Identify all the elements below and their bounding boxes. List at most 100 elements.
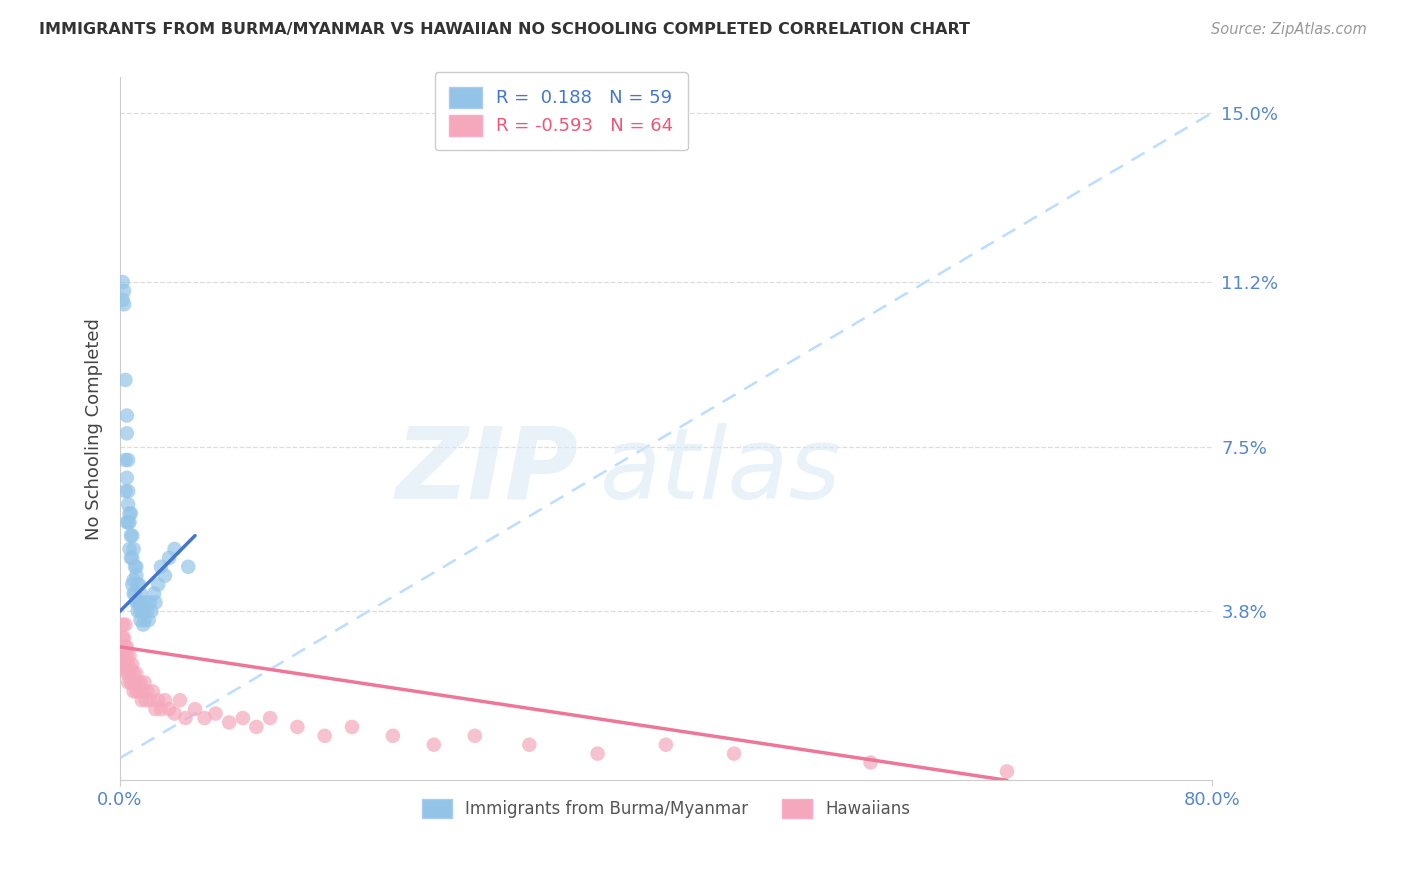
Point: [141, 604, 163, 618]
Point: [132, 617, 155, 632]
Point: [136, 684, 159, 698]
Point: [122, 541, 145, 556]
Point: [128, 595, 150, 609]
Text: Source: ZipAtlas.com: Source: ZipAtlas.com: [1211, 22, 1367, 37]
Point: [135, 693, 157, 707]
Point: [177, 559, 200, 574]
Point: [340, 720, 363, 734]
Point: [127, 604, 149, 618]
Point: [129, 586, 152, 600]
Y-axis label: No Schooling Completed: No Schooling Completed: [86, 318, 103, 540]
Point: [111, 275, 134, 289]
Point: [118, 648, 141, 663]
Text: IMMIGRANTS FROM BURMA/MYANMAR VS HAWAIIAN NO SCHOOLING COMPLETED CORRELATION CHA: IMMIGRANTS FROM BURMA/MYANMAR VS HAWAIIA…: [39, 22, 970, 37]
Point: [112, 284, 135, 298]
Point: [169, 693, 191, 707]
Point: [115, 426, 138, 441]
Point: [859, 756, 882, 770]
Point: [135, 595, 157, 609]
Point: [122, 666, 145, 681]
Point: [115, 409, 138, 423]
Point: [157, 702, 180, 716]
Point: [148, 693, 170, 707]
Point: [111, 617, 134, 632]
Point: [115, 648, 138, 663]
Point: [114, 484, 136, 499]
Point: [121, 550, 143, 565]
Point: [115, 666, 138, 681]
Point: [259, 711, 281, 725]
Point: [111, 631, 134, 645]
Point: [120, 507, 142, 521]
Point: [218, 715, 240, 730]
Point: [142, 684, 165, 698]
Point: [655, 738, 678, 752]
Point: [245, 720, 267, 734]
Point: [134, 613, 156, 627]
Point: [115, 471, 138, 485]
Point: [143, 586, 166, 600]
Point: [127, 675, 149, 690]
Point: [117, 657, 139, 672]
Point: [423, 738, 446, 752]
Point: [110, 648, 132, 663]
Point: [122, 586, 145, 600]
Point: [127, 577, 149, 591]
Point: [149, 559, 172, 574]
Point: [122, 573, 145, 587]
Point: [114, 657, 136, 672]
Text: ZIP: ZIP: [395, 423, 578, 519]
Point: [120, 662, 142, 676]
Point: [124, 586, 146, 600]
Point: [111, 657, 134, 672]
Point: [112, 662, 135, 676]
Point: [111, 293, 134, 307]
Point: [125, 568, 148, 582]
Point: [148, 577, 170, 591]
Point: [117, 453, 139, 467]
Point: [995, 764, 1018, 779]
Point: [184, 702, 207, 716]
Point: [121, 657, 143, 672]
Point: [314, 729, 336, 743]
Point: [114, 640, 136, 654]
Point: [381, 729, 404, 743]
Point: [114, 373, 136, 387]
Point: [163, 706, 186, 721]
Point: [232, 711, 254, 725]
Point: [132, 604, 155, 618]
Point: [127, 595, 149, 609]
Point: [145, 595, 167, 609]
Point: [110, 640, 132, 654]
Point: [464, 729, 486, 743]
Point: [121, 528, 143, 542]
Point: [132, 684, 155, 698]
Point: [136, 604, 159, 618]
Point: [117, 516, 139, 530]
Point: [129, 675, 152, 690]
Point: [285, 720, 308, 734]
Point: [120, 550, 142, 565]
Point: [112, 631, 135, 645]
Point: [157, 550, 180, 565]
Point: [128, 684, 150, 698]
Point: [134, 604, 156, 618]
Point: [114, 617, 136, 632]
Point: [174, 711, 197, 725]
Point: [118, 666, 141, 681]
Point: [118, 516, 141, 530]
Point: [138, 613, 160, 627]
Point: [586, 747, 609, 761]
Point: [125, 559, 148, 574]
Point: [115, 640, 138, 654]
Point: [120, 675, 142, 690]
Point: [139, 693, 162, 707]
Point: [145, 702, 167, 716]
Point: [125, 666, 148, 681]
Legend: Immigrants from Burma/Myanmar, Hawaiians: Immigrants from Burma/Myanmar, Hawaiians: [415, 792, 917, 825]
Point: [194, 711, 217, 725]
Point: [131, 693, 153, 707]
Point: [114, 453, 136, 467]
Point: [117, 498, 139, 512]
Point: [129, 604, 152, 618]
